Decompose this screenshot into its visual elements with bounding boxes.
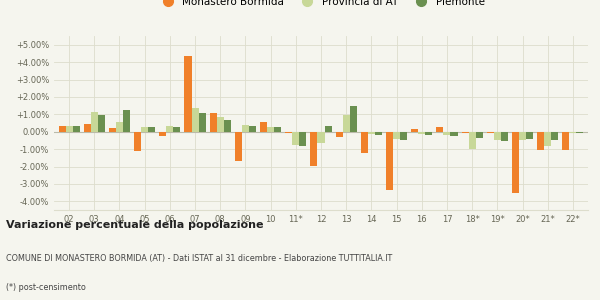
Bar	[123, 110, 130, 132]
Bar	[494, 132, 501, 140]
Text: Variazione percentuale della popolazione: Variazione percentuale della popolazione	[6, 220, 263, 230]
Bar	[393, 132, 400, 139]
Bar	[544, 132, 551, 146]
Bar	[335, 132, 343, 137]
Bar	[199, 113, 206, 132]
Bar	[476, 132, 483, 138]
Bar	[134, 132, 141, 151]
Bar	[109, 128, 116, 132]
Bar	[59, 127, 65, 132]
Bar	[501, 132, 508, 141]
Bar	[343, 115, 350, 132]
Bar	[242, 125, 249, 132]
Bar	[299, 132, 307, 146]
Bar	[443, 132, 451, 135]
Bar	[166, 127, 173, 132]
Bar	[451, 132, 458, 136]
Bar	[98, 115, 105, 132]
Bar	[224, 120, 231, 132]
Bar	[469, 132, 476, 149]
Bar	[209, 113, 217, 132]
Bar	[65, 126, 73, 132]
Bar	[116, 122, 123, 132]
Bar	[526, 132, 533, 139]
Bar	[375, 132, 382, 135]
Bar	[148, 127, 155, 132]
Bar	[73, 127, 80, 132]
Bar	[411, 129, 418, 132]
Bar	[310, 132, 317, 166]
Bar	[386, 132, 393, 190]
Bar	[260, 122, 267, 132]
Bar	[141, 127, 148, 132]
Bar	[173, 127, 181, 132]
Bar	[400, 132, 407, 140]
Bar	[217, 117, 224, 132]
Bar	[91, 112, 98, 132]
Bar	[292, 132, 299, 145]
Bar	[159, 132, 166, 136]
Bar	[191, 108, 199, 132]
Legend: Monastero Bormida, Provincia di AT, Piemonte: Monastero Bormida, Provincia di AT, Piem…	[153, 0, 489, 11]
Bar	[317, 132, 325, 143]
Bar	[519, 132, 526, 140]
Bar	[350, 106, 357, 132]
Bar	[512, 132, 519, 194]
Bar	[84, 124, 91, 132]
Bar	[537, 132, 544, 150]
Bar	[425, 132, 433, 135]
Bar	[461, 132, 469, 133]
Bar	[361, 132, 368, 154]
Bar	[285, 132, 292, 133]
Bar	[184, 56, 191, 132]
Text: COMUNE DI MONASTERO BORMIDA (AT) - Dati ISTAT al 31 dicembre - Elaborazione TUTT: COMUNE DI MONASTERO BORMIDA (AT) - Dati …	[6, 254, 392, 262]
Text: (*) post-censimento: (*) post-censimento	[6, 284, 86, 292]
Bar	[325, 126, 332, 132]
Bar	[267, 127, 274, 132]
Bar	[418, 132, 425, 134]
Bar	[436, 127, 443, 132]
Bar	[569, 132, 577, 134]
Bar	[368, 132, 375, 134]
Bar	[551, 132, 558, 140]
Bar	[487, 132, 494, 134]
Bar	[274, 127, 281, 132]
Bar	[562, 132, 569, 150]
Bar	[577, 132, 583, 133]
Bar	[235, 132, 242, 161]
Bar	[249, 126, 256, 132]
